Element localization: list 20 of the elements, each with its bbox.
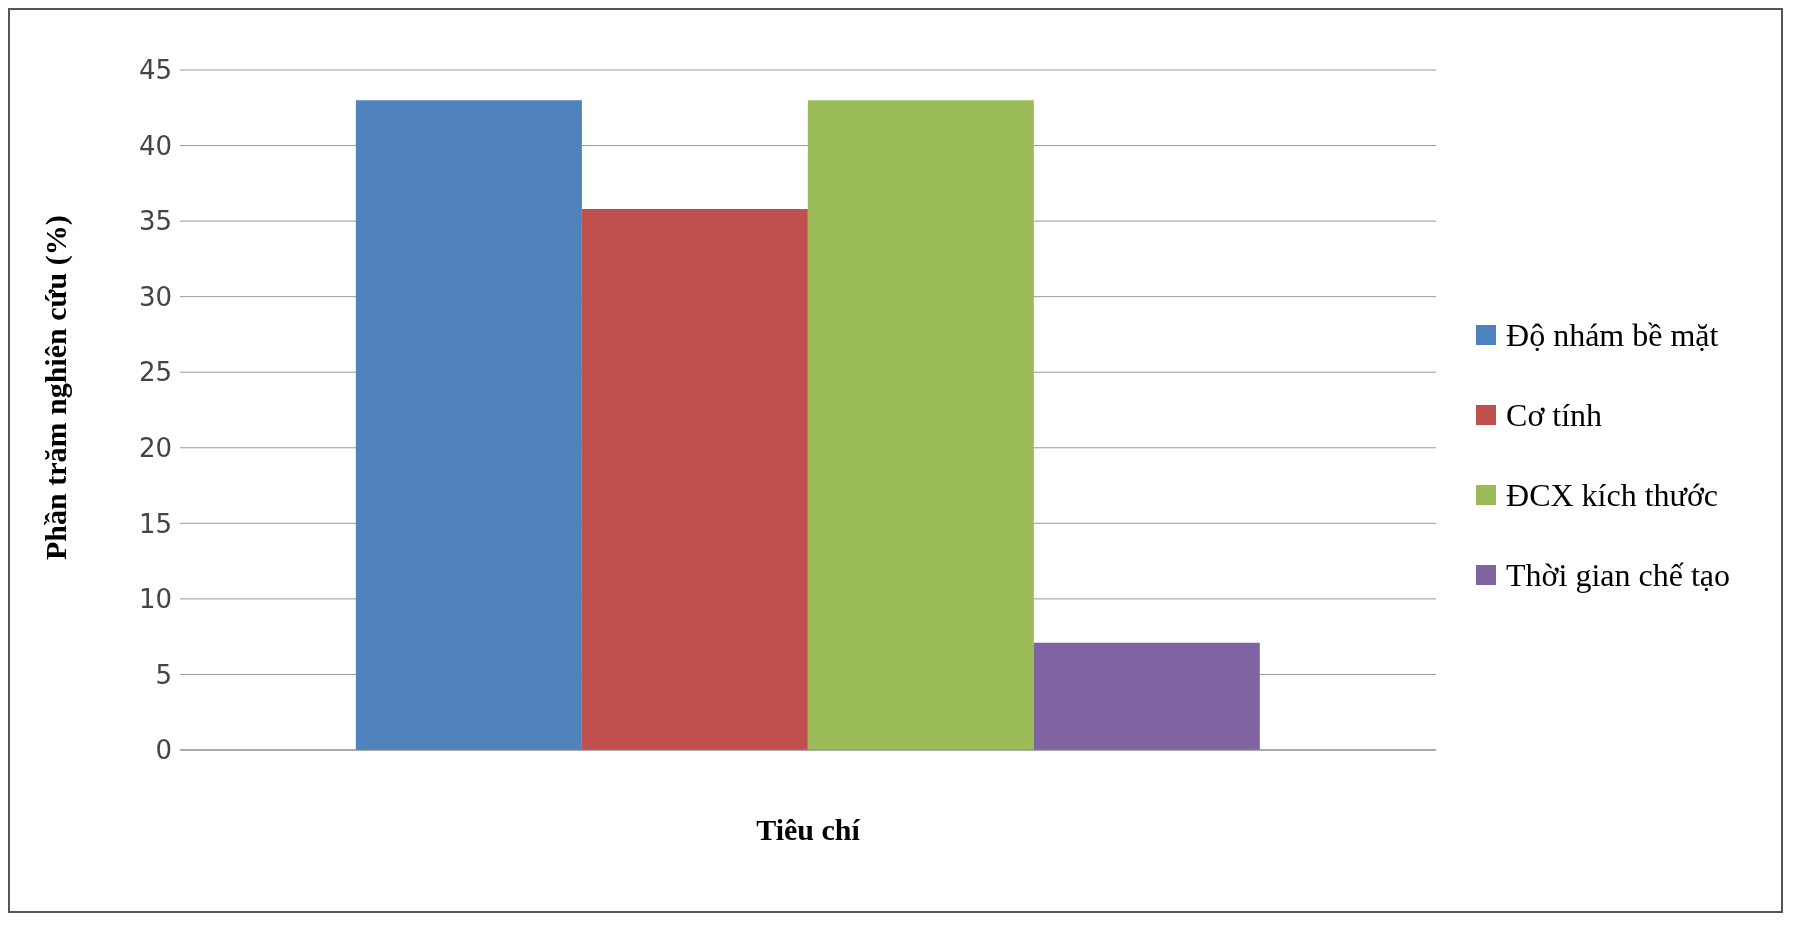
bar bbox=[581, 209, 808, 750]
bar bbox=[1033, 642, 1260, 750]
x-axis-title: Tiêu chí bbox=[756, 813, 861, 846]
y-tick-label: 5 bbox=[155, 659, 172, 690]
legend-label: Cơ tính bbox=[1506, 396, 1603, 434]
legend-label: Độ nhám bề mặt bbox=[1506, 316, 1719, 354]
y-tick-label: 20 bbox=[138, 433, 172, 464]
y-tick-label: 40 bbox=[138, 130, 172, 161]
y-tick-label: 35 bbox=[138, 206, 172, 237]
bar bbox=[807, 100, 1034, 750]
y-tick-label: 15 bbox=[138, 508, 172, 539]
y-tick-label: 30 bbox=[138, 281, 172, 312]
y-tick-label: 10 bbox=[138, 584, 172, 615]
y-tick-label: 25 bbox=[138, 357, 172, 388]
y-tick-label: 0 bbox=[155, 735, 172, 766]
y-axis-title: Phần trăm nghiên cứu (%) bbox=[38, 215, 73, 560]
y-tick-label: 45 bbox=[138, 55, 172, 86]
legend-label: ĐCX kích thước bbox=[1506, 476, 1719, 514]
legend-label: Thời gian chế tạo bbox=[1506, 556, 1730, 594]
bar bbox=[355, 100, 582, 750]
